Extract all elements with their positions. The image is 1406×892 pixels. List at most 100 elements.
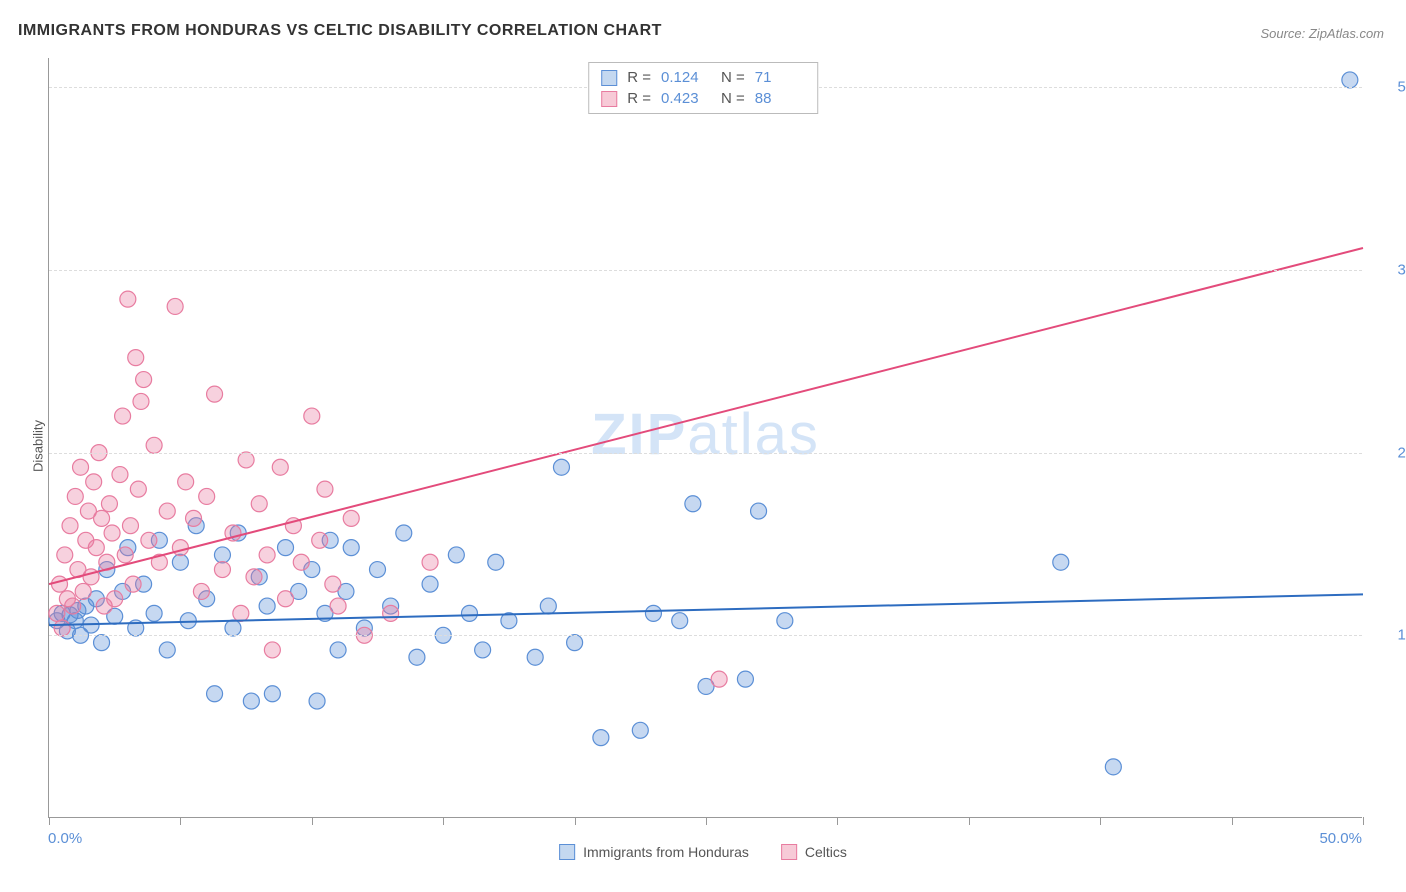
data-point [178,474,194,490]
footer-legend: Immigrants from Honduras Celtics [559,844,847,860]
data-point [488,554,504,570]
data-point [107,591,123,607]
data-point [180,613,196,629]
corr-legend-row: R =0.423N =88 [601,88,805,109]
data-point [130,481,146,497]
legend-swatch [601,91,617,107]
data-point [777,613,793,629]
y-tick-label: 25.0% [1370,444,1406,461]
data-point [1053,554,1069,570]
gridline [49,270,1362,271]
data-point [115,408,131,424]
data-point [553,459,569,475]
data-point [112,467,128,483]
data-point [751,503,767,519]
legend-swatch [781,844,797,860]
legend-label: Celtics [805,844,847,860]
data-point [304,408,320,424]
data-point [259,598,275,614]
legend-label: Immigrants from Honduras [583,844,749,860]
x-tick [706,817,707,825]
data-point [57,547,73,563]
r-value: 0.423 [661,90,711,107]
gridline [49,453,1362,454]
data-point [632,722,648,738]
data-point [214,547,230,563]
data-point [94,635,110,651]
n-label: N = [721,69,745,86]
data-point [117,547,133,563]
r-value: 0.124 [661,69,711,86]
data-point [67,488,83,504]
data-point [278,540,294,556]
data-point [737,671,753,687]
r-label: R = [627,69,651,86]
data-point [172,554,188,570]
gridline [49,635,1362,636]
data-point [133,393,149,409]
data-point [1342,72,1358,88]
x-tick [180,817,181,825]
x-tick [49,817,50,825]
y-tick-label: 12.5% [1370,627,1406,644]
corr-legend-row: R =0.124N =71 [601,67,805,88]
data-point [159,642,175,658]
x-max-label: 50.0% [1319,830,1362,847]
data-point [128,350,144,366]
y-tick-label: 50.0% [1370,79,1406,96]
data-point [207,386,223,402]
data-point [193,583,209,599]
r-label: R = [627,90,651,107]
data-point [645,605,661,621]
data-point [104,525,120,541]
data-point [330,642,346,658]
data-point [1105,759,1121,775]
data-point [330,598,346,614]
data-point [214,562,230,578]
data-point [88,540,104,556]
x-tick [969,817,970,825]
data-point [409,649,425,665]
data-point [527,649,543,665]
data-point [264,642,280,658]
data-point [672,613,688,629]
data-point [396,525,412,541]
data-point [146,437,162,453]
data-point [370,562,386,578]
data-point [259,547,275,563]
data-point [243,693,259,709]
data-point [711,671,727,687]
data-point [49,605,65,621]
x-tick [1232,817,1233,825]
data-point [272,459,288,475]
data-point [246,569,262,585]
legend-swatch [559,844,575,860]
data-point [73,459,89,475]
x-origin-label: 0.0% [48,830,82,847]
data-point [75,583,91,599]
y-tick-label: 37.5% [1370,261,1406,278]
data-point [86,474,102,490]
data-point [120,291,136,307]
data-point [233,605,249,621]
data-point [540,598,556,614]
x-tick [575,817,576,825]
data-point [325,576,341,592]
data-point [159,503,175,519]
x-tick [837,817,838,825]
data-point [383,605,399,621]
data-point [225,620,241,636]
data-point [141,532,157,548]
source-label: Source: ZipAtlas.com [1260,26,1384,41]
data-point [207,686,223,702]
correlation-legend: R =0.124N =71R =0.423N =88 [588,62,818,114]
legend-swatch [601,70,617,86]
data-point [448,547,464,563]
data-point [422,554,438,570]
legend-item: Immigrants from Honduras [559,844,749,860]
data-point [199,488,215,504]
chart-title: IMMIGRANTS FROM HONDURAS VS CELTIC DISAB… [18,22,662,40]
data-point [475,642,491,658]
data-point [278,591,294,607]
data-point [251,496,267,512]
